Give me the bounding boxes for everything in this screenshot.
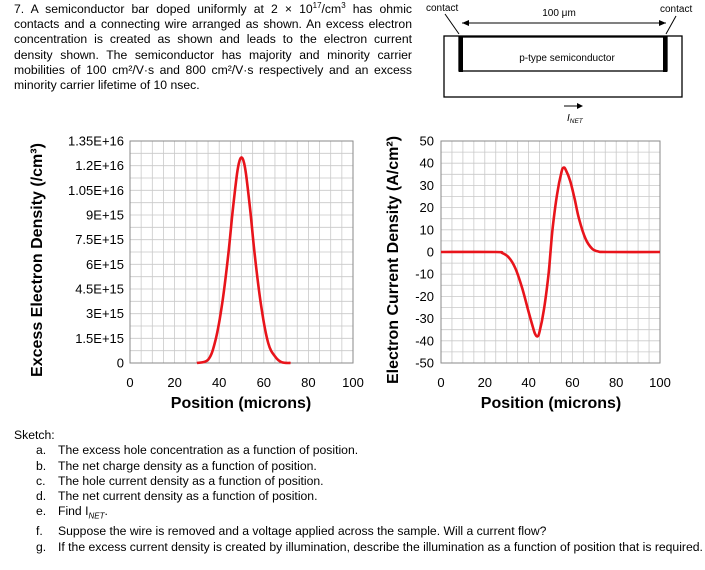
y-tick-label: 20 xyxy=(420,200,434,215)
sketch-item-text: Suppose the wire is removed and a voltag… xyxy=(58,524,547,539)
problem-body: has ohmic contacts and a connecting wire… xyxy=(14,2,412,93)
y-tick-label: 7.5E+15 xyxy=(75,232,124,247)
sketch-item: c. The hole current density as a function… xyxy=(36,474,704,489)
sketch-item-letter: f. xyxy=(36,524,43,539)
y-tick-label: -50 xyxy=(415,356,434,371)
sketch-item-letter: d. xyxy=(36,489,47,504)
series-line xyxy=(440,166,661,338)
y-tick-label: -30 xyxy=(415,311,434,326)
chart-density: 0 1.5E+15 3E+15 4.5E+15 6E+15 7.5E+15 9E+15 1.0… xyxy=(29,134,364,413)
doping-unit: /cm xyxy=(321,2,342,16)
problem-statement: 7. A semiconductor bar doped uniformly a… xyxy=(14,0,412,93)
x-tick-label: 40 xyxy=(212,375,226,390)
x-axis-title: Position (microns) xyxy=(481,395,621,412)
sketch-item: a. The excess hole concentration as a fun… xyxy=(36,443,704,458)
x-tick-label: 20 xyxy=(167,375,181,390)
sketch-item-text: The excess hole concentration as a funct… xyxy=(58,443,359,458)
x-tick-label: 0 xyxy=(437,375,444,390)
sketch-title: Sketch: xyxy=(14,428,55,442)
y-tick-label: -40 xyxy=(415,333,434,348)
y-tick-label: 9E+15 xyxy=(86,208,124,223)
y-tick-label: 1.2E+16 xyxy=(75,158,124,173)
sketch-item: e. Find INET. xyxy=(36,504,704,524)
plot-area-border xyxy=(129,140,354,364)
sketch-item-text: The net current density as a function of… xyxy=(58,489,318,504)
sketch-list: a. The excess hole concentration as a fun… xyxy=(14,443,704,555)
sketch-item: f. Suppose the wire is removed and a volt… xyxy=(36,524,704,539)
x-tick-label: 60 xyxy=(565,375,579,390)
x-tick-label: 0 xyxy=(126,375,133,390)
y-tick-label: 1.35E+16 xyxy=(68,134,124,149)
y-tick-label: 0 xyxy=(427,245,434,260)
sketch-item-letter: c. xyxy=(36,473,46,488)
sketch-item-subscript: NET xyxy=(88,511,105,521)
doping-unit-exponent: 3 xyxy=(341,0,346,10)
x-tick-label: 60 xyxy=(257,375,271,390)
sketch-item-text: The hole current density as a function o… xyxy=(58,473,324,488)
x-tick-label: 80 xyxy=(301,375,315,390)
sketch-item: g. If the excess current density is creat… xyxy=(36,540,704,555)
sketch-item: b. The net charge density as a function o… xyxy=(36,459,704,474)
x-tick-label: 80 xyxy=(609,375,623,390)
chart-current: -50 -40 -30 -20 -10 0 10 20 30 40 50 0 20 40 60 80 100 Po… xyxy=(385,134,671,413)
y-tick-label: 1.5E+15 xyxy=(75,331,124,346)
sketch-item-suffix: . xyxy=(104,504,108,519)
y-tick-label: 3E+15 xyxy=(86,306,124,321)
problem-lead: 7. A semiconductor bar doped uniformly a… xyxy=(14,2,313,16)
y-tick-label: 1.05E+16 xyxy=(68,183,124,198)
x-tick-label: 100 xyxy=(342,375,364,390)
y-tick-label: 30 xyxy=(420,178,434,193)
x-tick-label: 40 xyxy=(521,375,535,390)
sketch-item-letter: b. xyxy=(36,458,47,473)
sketch-item-text: The net charge density as a function of … xyxy=(58,458,317,473)
y-tick-label: 40 xyxy=(420,156,434,171)
y-tick-label: -10 xyxy=(415,267,434,282)
x-axis-title: Position (microns) xyxy=(171,395,311,412)
sketch-item-text: Find I xyxy=(58,504,89,519)
sketch-item-letter: e. xyxy=(36,504,47,519)
sketch-item-letter: a. xyxy=(36,443,47,458)
y-axis-title: Excess Electron Density (/cm³) xyxy=(29,143,46,377)
y-tick-label: 0 xyxy=(117,356,124,371)
series-line xyxy=(196,156,291,365)
y-tick-label: -20 xyxy=(415,289,434,304)
sketch-section: Sketch: a. The excess hole concentration … xyxy=(14,428,704,555)
y-tick-label: 50 xyxy=(420,134,434,149)
y-axis-title: Electron Current Density (A/cm²) xyxy=(385,136,402,384)
sketch-item-text: If the excess current density is created… xyxy=(58,539,703,554)
y-tick-label: 4.5E+15 xyxy=(75,282,124,297)
sketch-item-letter: g. xyxy=(36,539,47,554)
sketch-item: d. The net current density as a function … xyxy=(36,489,704,504)
x-tick-label: 20 xyxy=(478,375,492,390)
y-tick-label: 6E+15 xyxy=(86,257,124,272)
x-tick-label: 100 xyxy=(649,375,671,390)
y-tick-label: 10 xyxy=(420,222,434,237)
doping-exponent: 17 xyxy=(312,0,322,10)
